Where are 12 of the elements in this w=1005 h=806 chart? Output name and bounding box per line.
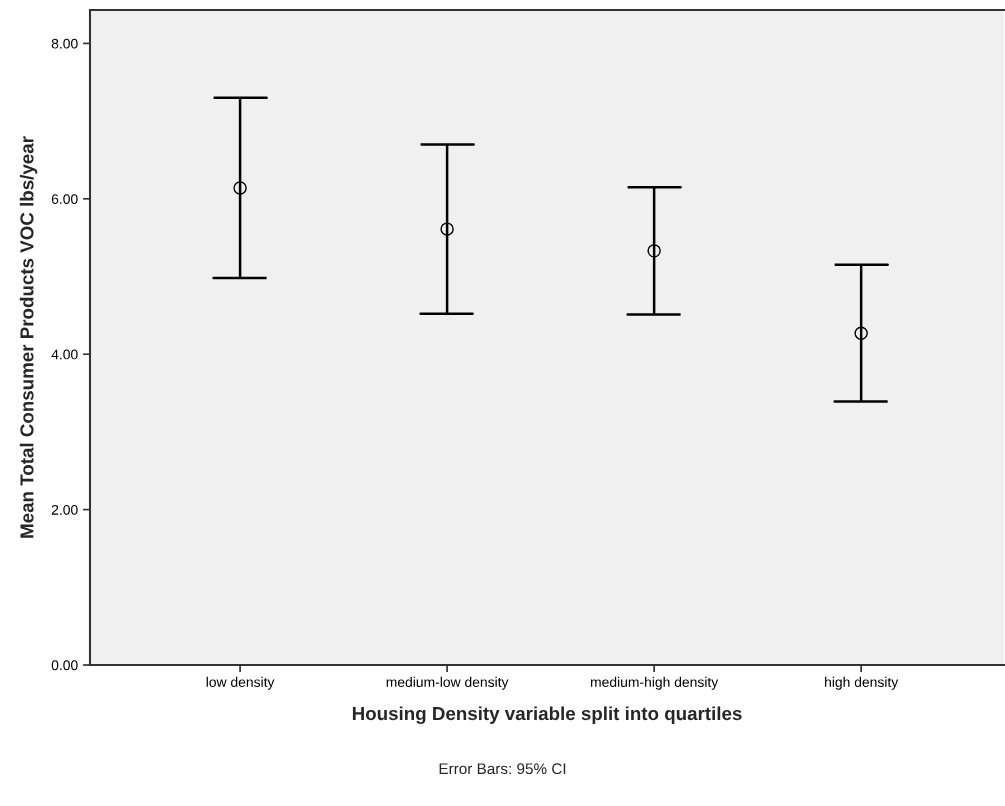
y-tick-label: 6.00 <box>51 194 78 204</box>
y-tick-label: 4.00 <box>51 349 78 360</box>
x-tick-label: low density <box>206 676 275 690</box>
x-tick-label: medium-low density <box>386 676 509 690</box>
x-tick-label: medium-high density <box>590 676 719 690</box>
x-axis-title: Housing Density variable split into quartiles <box>352 706 742 724</box>
y-axis-title: Mean Total Consumer Products VOC lbs/year <box>19 136 38 538</box>
x-tick-label: high density <box>825 676 899 690</box>
y-tick-label: 2.00 <box>51 504 78 515</box>
y-tick-label: 0.00 <box>51 660 78 671</box>
text: Error Bars: 95% CI <box>439 763 566 775</box>
y-tick-label: 8.00 <box>51 38 78 49</box>
